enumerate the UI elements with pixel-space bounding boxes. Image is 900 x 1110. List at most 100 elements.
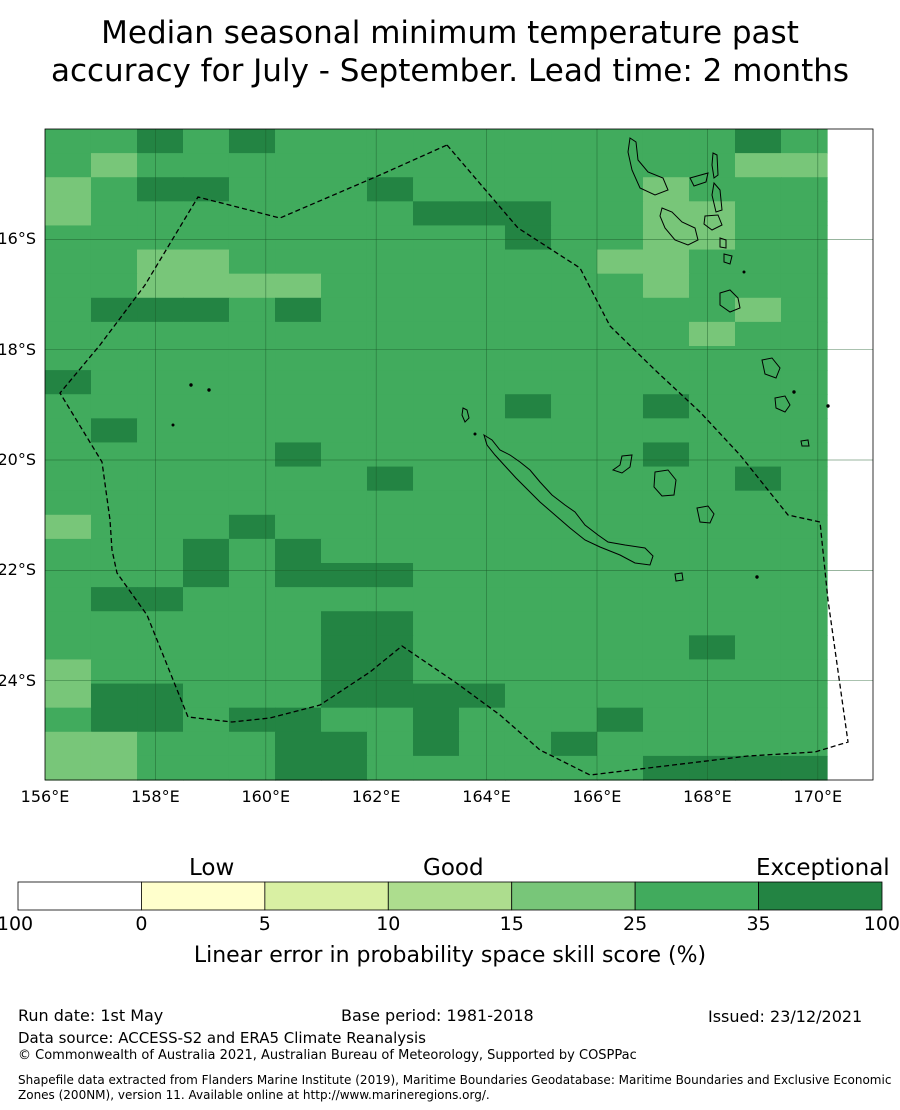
grid-cell [413, 563, 460, 588]
grid-cell [780, 321, 828, 347]
grid-cell [90, 249, 138, 275]
grid-cell [689, 683, 736, 709]
grid-cell [45, 129, 92, 154]
grid-cell [780, 635, 828, 661]
grid-cell [597, 514, 644, 540]
grid-cell [459, 129, 506, 154]
grid-cell [321, 635, 368, 661]
grid-cell [137, 683, 184, 709]
grid-cell [597, 394, 644, 419]
grid-cell [459, 755, 506, 781]
longitude-label: 156°E [20, 787, 70, 806]
grid-cell [459, 346, 506, 371]
grid-cell [597, 321, 644, 347]
grid-cell [735, 177, 782, 202]
grid-cell [735, 731, 782, 757]
grid-cell [228, 466, 276, 492]
grid-cell [137, 346, 184, 371]
grid-cell [413, 273, 460, 299]
grid-cell [504, 418, 552, 444]
grid-cell [780, 755, 828, 781]
grid-cell [228, 225, 276, 251]
grid-cell [275, 201, 322, 227]
colorbar-tick-label: 100 [863, 913, 900, 935]
grid-cell [137, 611, 184, 636]
grid-cell [90, 225, 138, 251]
colorbar-tick-label: 10 [376, 913, 401, 935]
grid-cell [366, 297, 414, 323]
grid-cell [597, 273, 644, 299]
grid-cell [137, 297, 184, 323]
grid-cell [321, 297, 368, 323]
grid-cell [551, 418, 598, 444]
grid-cell [45, 442, 92, 468]
grid-cell [642, 153, 690, 178]
grid-cell [597, 683, 644, 709]
grid-cell [228, 394, 276, 419]
grid-cell [275, 129, 322, 154]
grid-cell [780, 129, 828, 154]
grid-cell [689, 394, 736, 419]
shapefile-credit-line-2: Zones (200NM), version 11. Available onl… [18, 1088, 490, 1102]
grid-cell [459, 466, 506, 492]
grid-cell [321, 659, 368, 685]
grid-cell [275, 587, 322, 612]
grid-cell [321, 225, 368, 251]
grid-cell [504, 370, 552, 395]
grid-cell [459, 563, 506, 588]
grid-cell [228, 683, 276, 709]
grid-cell [366, 490, 414, 516]
grid-cell [642, 707, 690, 733]
grid-cell [642, 129, 690, 154]
grid-cell [551, 442, 598, 468]
grid-cell [366, 442, 414, 468]
grid-cell [366, 225, 414, 251]
grid-cell [183, 659, 230, 685]
grid-cell [90, 731, 138, 757]
grid-cell [551, 538, 598, 564]
grid-cell [735, 587, 782, 612]
colorbar-segment [387, 881, 513, 911]
grid-cell [183, 755, 230, 781]
grid-cell [137, 659, 184, 685]
grid-cell [504, 201, 552, 227]
grid-cell [183, 297, 230, 323]
grid-cell [413, 635, 460, 661]
grid-cell [137, 707, 184, 733]
latitude-label: 22°S [0, 560, 36, 580]
grid-cell [735, 514, 782, 540]
grid-cell [45, 297, 92, 323]
grid-cell [228, 563, 276, 588]
grid-cell [137, 514, 184, 540]
grid-cell [137, 418, 184, 444]
efate-island [719, 289, 741, 313]
grid-cell [689, 442, 736, 468]
grid-cell [780, 297, 828, 323]
latitude-label: 18°S [0, 339, 36, 359]
colorbar-segment [511, 881, 636, 911]
title-line-2: accuracy for July - September. Lead time… [50, 53, 850, 89]
grid-cell [137, 490, 184, 516]
grid-cell [597, 466, 644, 492]
grid-cell [366, 201, 414, 227]
grid-cell [228, 731, 276, 757]
grid-cell [459, 514, 506, 540]
grid-cell [551, 466, 598, 492]
new-caledonia-island [483, 433, 654, 566]
grid-cell [551, 297, 598, 323]
grid-cell [275, 538, 322, 564]
skill-grid [45, 129, 828, 781]
grid-cell [551, 707, 598, 733]
copyright-notice: © Commonwealth of Australia 2021, Austra… [18, 1048, 637, 1063]
grid-cell [183, 538, 230, 564]
grid-cell [551, 394, 598, 419]
grid-cell [45, 587, 92, 612]
grid-cell [459, 611, 506, 636]
grid-cell [551, 153, 598, 178]
islet-2 [207, 388, 211, 392]
grid-cell [597, 659, 644, 685]
grid-cell [689, 346, 736, 371]
grid-cell [689, 273, 736, 299]
grid-cell [459, 490, 506, 516]
grid-cell [597, 249, 644, 275]
